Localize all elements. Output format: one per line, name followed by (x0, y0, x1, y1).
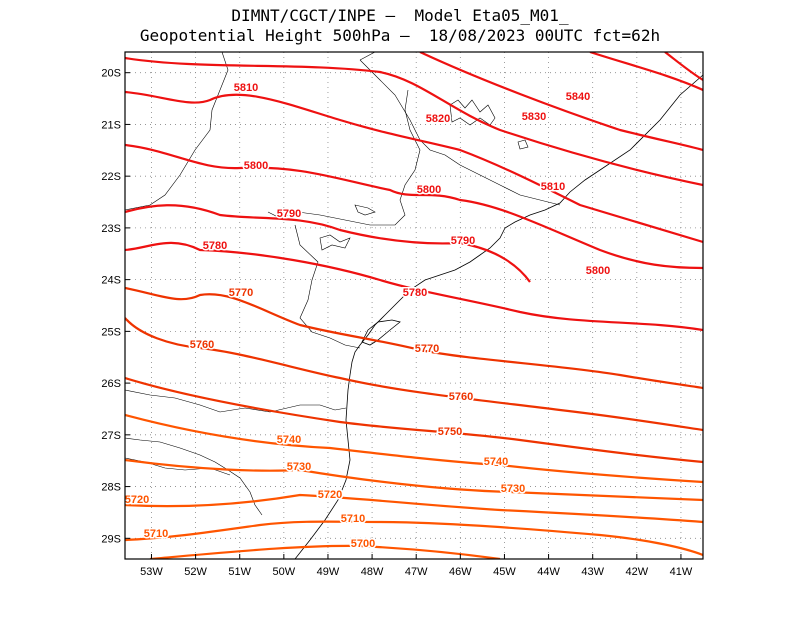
y-tick-label: 27S (101, 430, 121, 442)
contour-labels: 5840 5830 5820 5810 5810 5800 5800 5800 5790 5790… (123, 81, 611, 552)
y-tick-label: 28S (101, 482, 121, 494)
lake (517, 139, 529, 150)
chart-title-line-2: Geopotential Height 500hPa – 18/08/2023 … (139, 26, 661, 45)
contour-label-5770: 5770 (415, 343, 439, 355)
x-tick-label: 50W (273, 566, 296, 578)
y-tick-label: 20S (101, 68, 121, 80)
contour-label-5840: 5840 (566, 91, 590, 103)
coastline-island (361, 319, 401, 346)
contour-label-5790: 5790 (277, 208, 301, 220)
contour-label-5760: 5760 (449, 391, 473, 403)
contour-label-5830: 5830 (522, 111, 546, 123)
contour-5830 (419, 52, 703, 152)
contour-label-5710: 5710 (144, 528, 168, 540)
contour-5800 (125, 143, 703, 270)
contour-label-5730: 5730 (501, 483, 525, 495)
contour-label-5810: 5810 (234, 82, 258, 94)
contour-label-5790: 5790 (451, 235, 475, 247)
contour-lines (125, 52, 703, 559)
plot-frame (124, 51, 704, 560)
contour-5840 (589, 52, 703, 92)
contour-label-5700: 5700 (351, 538, 375, 550)
y-tick-label: 22S (101, 171, 121, 183)
contour-label-5720: 5720 (125, 494, 149, 506)
contour-5770 (125, 286, 703, 390)
contour-5720 (125, 493, 703, 524)
chart-title-line-1: DIMNT/CGCT/INPE – Model Eta05_M01_ (231, 6, 569, 25)
x-tick-label: 49W (317, 566, 340, 578)
contour-5740 (125, 413, 703, 484)
y-tick-label: 25S (101, 326, 121, 338)
contour-5780 (125, 241, 703, 332)
contour-label-5780: 5780 (403, 287, 427, 299)
y-tick-label: 24S (101, 275, 121, 287)
x-tick-label: 43W (581, 566, 604, 578)
x-tick-label: 51W (228, 566, 251, 578)
contour-label-5750: 5750 (438, 426, 462, 438)
state-border (359, 52, 561, 206)
x-tick-label: 52W (184, 566, 207, 578)
contour-5840 (664, 52, 703, 81)
y-tick-label: 21S (101, 119, 121, 131)
contour-label-5820: 5820 (426, 113, 450, 125)
contour-5730 (125, 458, 703, 502)
coastline (294, 74, 703, 559)
x-tick-label: 41W (670, 566, 693, 578)
y-tick-label: 29S (101, 533, 121, 545)
x-tick-label: 44W (537, 566, 560, 578)
x-tick-label: 45W (493, 566, 516, 578)
contour-label-5800: 5800 (586, 265, 610, 277)
contour-5820 (125, 56, 703, 187)
contour-label-5810: 5810 (541, 181, 565, 193)
contour-label-5800: 5800 (417, 184, 441, 196)
contour-label-5760: 5760 (190, 339, 214, 351)
contour-label-5740: 5740 (484, 456, 508, 468)
country-border (125, 437, 263, 516)
contour-5810 (125, 90, 703, 244)
contour-5700 (149, 544, 501, 559)
state-border (294, 224, 361, 349)
x-tick-label: 48W (361, 566, 384, 578)
axis-ticks: 53W 52W 51W 50W 49W 48W 47W 46W 45W 44W 43W 42W 41W 2… (101, 68, 692, 578)
x-tick-label: 42W (626, 566, 649, 578)
contour-label-5800: 5800 (244, 160, 268, 172)
lake (319, 234, 351, 251)
contour-5750 (125, 376, 703, 464)
x-tick-label: 53W (140, 566, 163, 578)
lake (354, 204, 376, 216)
contour-5760 (125, 317, 703, 432)
contour-label-5710: 5710 (341, 513, 365, 525)
y-tick-label: 26S (101, 378, 121, 390)
contour-label-5780: 5780 (203, 240, 227, 252)
contour-label-5740: 5740 (277, 434, 301, 446)
x-tick-label: 47W (405, 566, 428, 578)
lake (449, 99, 496, 126)
contour-label-5720: 5720 (318, 489, 342, 501)
coastline-borders (125, 52, 703, 559)
contour-5790 (125, 204, 531, 283)
contour-label-5730: 5730 (287, 461, 311, 473)
x-tick-label: 46W (449, 566, 472, 578)
state-border (125, 389, 347, 413)
contour-5710 (125, 520, 703, 557)
state-border (267, 89, 421, 226)
y-tick-label: 23S (101, 223, 121, 235)
contour-label-5770: 5770 (229, 287, 253, 299)
state-border (125, 52, 229, 211)
